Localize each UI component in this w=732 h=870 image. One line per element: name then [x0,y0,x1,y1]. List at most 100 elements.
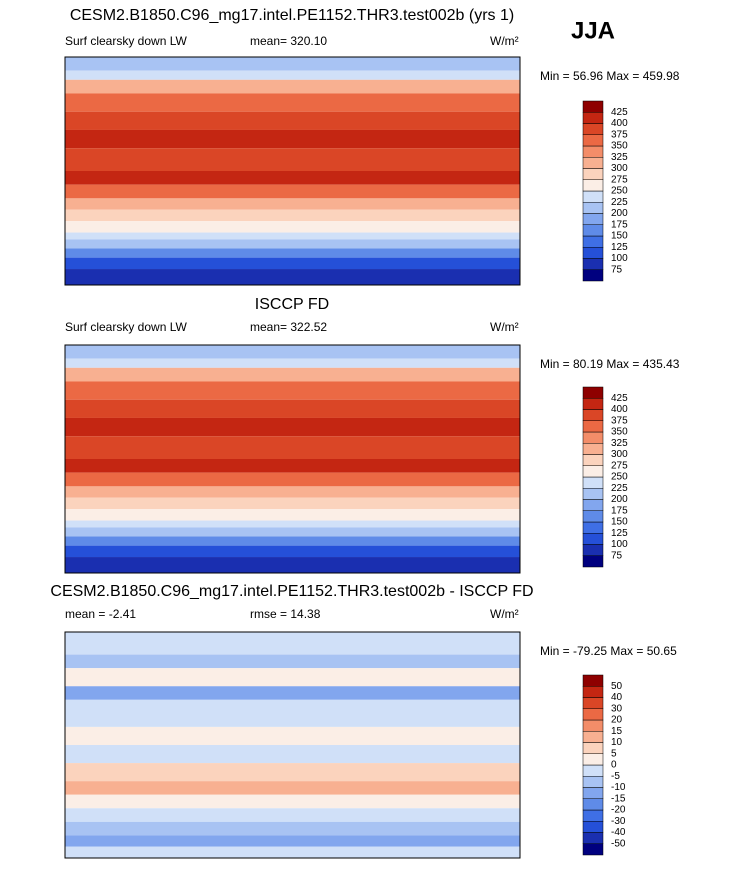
min-max-label: Min = 80.19 Max = 435.43 [540,357,680,371]
map-frame [64,344,521,574]
colorbar-label: 300 [611,449,628,460]
colorbar-label: 425 [611,393,628,404]
map-field-band [65,417,520,437]
season-label: JJA [571,17,615,44]
colorbar-box [582,179,604,192]
map-field-band [65,239,520,249]
colorbar-box [582,386,604,399]
map-field-band [65,381,520,400]
map-field-band [65,654,520,669]
colorbar-label: 75 [611,550,623,561]
colorbar-label: 125 [611,242,628,253]
colorbar-box [582,686,604,698]
colorbar-label: -50 [611,838,626,849]
colorbar-label: 200 [611,494,628,505]
colorbar-box [582,499,604,511]
map-field-band [65,148,520,171]
map-field-band [65,846,520,858]
colorbar-label: 250 [611,186,628,197]
colorbar-box [582,764,604,777]
colorbar-box [582,398,604,410]
map-field-band [65,358,520,368]
map-field-band [65,668,520,687]
map-field-band [65,111,520,130]
map-field-band [65,632,520,655]
colorbar-box [582,488,604,500]
colorbar-label: 5 [611,748,617,759]
colorbar-label: -5 [611,771,620,782]
map-field-band [65,821,520,836]
map-field-band [65,835,520,847]
panel-units: W/m² [490,320,519,334]
map-field-band [65,436,520,459]
map-field-band [65,472,520,487]
colorbar-label: 125 [611,528,628,539]
panel-center-label: mean= 320.10 [250,34,327,48]
map-field-band [65,536,520,546]
colorbar-label: 300 [611,163,628,174]
colorbar-box [582,454,604,466]
colorbar-box [582,821,604,833]
colorbar-label: 325 [611,438,628,449]
map-field-band [65,367,520,382]
map-field-band [65,527,520,537]
map-field-band [65,257,520,270]
colorbar-box [582,533,604,545]
colorbar-label: 275 [611,174,628,185]
colorbar-box [582,555,604,568]
colorbar-box [582,168,604,180]
colorbar-label: 20 [611,715,623,726]
colorbar-box [582,235,604,248]
colorbar-label: 150 [611,517,628,528]
colorbar-label: 400 [611,404,628,415]
map-field-band [65,686,520,700]
colorbar-label: 425 [611,107,628,118]
min-max-label: Min = -79.25 Max = 50.65 [540,644,677,658]
colorbar-label: 225 [611,197,628,208]
colorbar-box [582,145,604,158]
map-field-band [65,232,520,240]
map-field-band [65,808,520,822]
panel-units: W/m² [490,34,519,48]
panel-left-label: mean = -2.41 [65,607,136,621]
colorbar-label: -30 [611,816,626,827]
colorbar-box [582,476,604,489]
colorbar-box [582,787,604,799]
map-field-band [65,699,520,727]
map-field-band [65,57,520,71]
min-max-label: Min = 56.96 Max = 459.98 [540,69,680,83]
map-field-band [65,345,520,359]
colorbar-box [582,134,604,147]
map-field-band [65,509,520,521]
map-field-band [65,248,520,258]
colorbar-box [582,431,604,444]
map-field-band [65,557,520,573]
map-field-band [65,497,520,510]
colorbar-box [582,123,604,135]
map-field-band [65,79,520,94]
panel-title: ISCCP FD [255,296,329,313]
panel-center-label: mean= 322.52 [250,320,327,334]
panel-title: CESM2.B1850.C96_mg17.intel.PE1152.THR3.t… [50,583,533,600]
map-field-band [65,726,520,745]
map-field-band [65,93,520,112]
colorbar-label: 100 [611,539,628,550]
colorbar-label: 100 [611,253,628,264]
colorbar-box [582,708,604,721]
colorbar-box [582,544,604,556]
colorbar-label: 250 [611,472,628,483]
colorbar-box [582,269,604,282]
colorbar-label: -40 [611,827,626,838]
panel-center-label: rmse = 14.38 [250,607,321,621]
colorbar-box [582,719,604,732]
map-field-band [65,171,520,185]
colorbar-label: 150 [611,231,628,242]
colorbar-label: -10 [611,782,626,793]
panel-left-label: Surf clearsky down LW [65,320,187,334]
colorbar-label: 10 [611,737,623,748]
colorbar-box [582,443,604,455]
colorbar-box [582,112,604,124]
map-field-band [65,794,520,809]
colorbar-label: -15 [611,793,626,804]
map-field-band [65,269,520,285]
